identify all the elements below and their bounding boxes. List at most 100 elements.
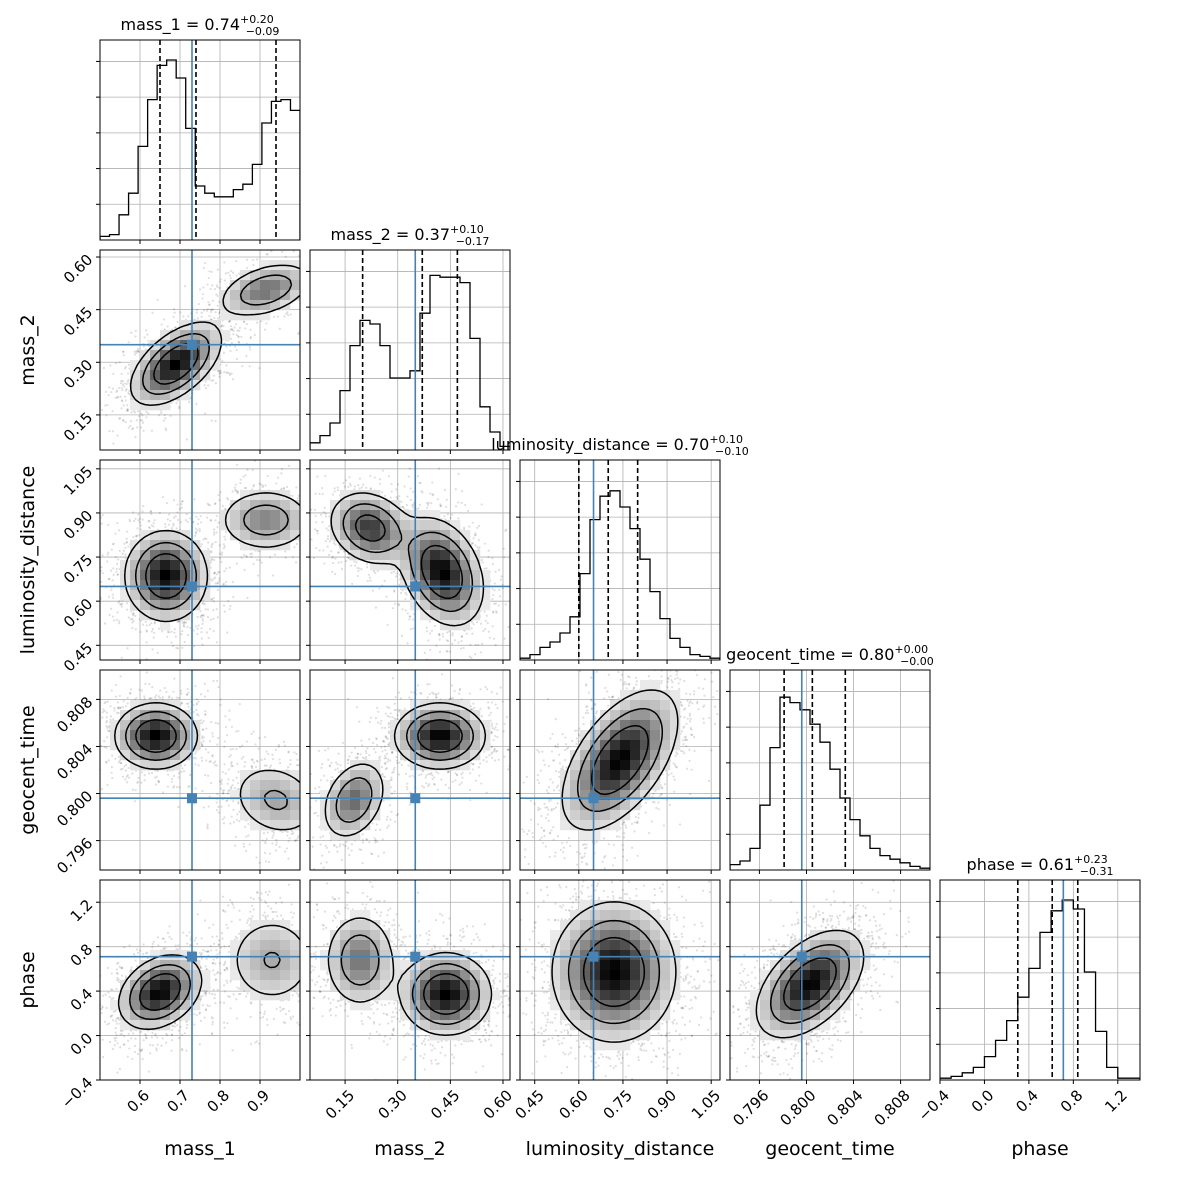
sample-point: [215, 284, 219, 287]
contour-level-1: [134, 504, 289, 611]
density-cell: [130, 380, 141, 391]
sample-point: [386, 623, 389, 626]
sample-point: [283, 486, 286, 490]
sample-point: [166, 635, 169, 638]
sample-point: [212, 374, 215, 377]
sample-point: [318, 240, 320, 242]
sample-point: [127, 372, 130, 375]
sample-point: [319, 266, 321, 268]
sample-point: [307, 284, 309, 286]
sample-point: [205, 309, 209, 312]
sample-point: [173, 516, 176, 519]
sample-point: [408, 618, 411, 621]
density-cell: [170, 540, 181, 551]
sample-point: [110, 391, 113, 394]
sample-point: [172, 522, 175, 525]
density-cell: [140, 590, 151, 601]
sample-point: [100, 408, 104, 412]
sample-point: [235, 260, 238, 263]
sample-point: [353, 560, 356, 563]
sample-point: [356, 574, 359, 578]
sample-point: [401, 608, 404, 611]
sample-point: [164, 525, 167, 529]
sample-point: [111, 615, 115, 618]
sample-point: [334, 557, 337, 560]
sample-point: [260, 561, 263, 564]
y-tick-label: 0.60: [60, 251, 96, 287]
sample-point: [365, 562, 368, 565]
sample-point: [170, 630, 173, 633]
sample-point: [409, 615, 412, 618]
y-axis-label-mass_2: mass_2: [17, 314, 39, 386]
sample-point: [284, 550, 287, 553]
sample-point: [216, 588, 220, 591]
density-cell: [180, 600, 191, 611]
sample-point: [485, 567, 488, 570]
sample-point: [145, 410, 148, 414]
sample-point: [207, 636, 210, 640]
sample-point: [348, 482, 352, 485]
sample-point: [451, 634, 454, 637]
sample-point: [211, 579, 214, 582]
sample-point: [217, 493, 220, 496]
sample-point: [491, 557, 494, 560]
sample-point: [176, 621, 179, 624]
sample-point: [347, 304, 349, 306]
sample-point: [298, 243, 300, 245]
sample-point: [312, 524, 314, 526]
sample-point: [316, 510, 318, 512]
sample-point: [163, 523, 167, 526]
sample-point: [237, 340, 240, 344]
sample-point: [122, 549, 125, 552]
sample-point: [116, 521, 119, 525]
sample-point: [116, 573, 119, 577]
sample-point: [132, 536, 135, 539]
sample-point: [358, 567, 361, 570]
sample-point: [202, 538, 205, 541]
sample-point: [111, 579, 114, 582]
sample-point: [93, 554, 95, 556]
sample-point: [236, 492, 239, 495]
sample-point: [313, 508, 316, 511]
sample-point: [303, 292, 305, 294]
sample-point: [231, 271, 235, 274]
sample-point: [471, 632, 474, 635]
sample-point: [135, 351, 138, 355]
sample-point: [261, 484, 265, 487]
sample-point: [93, 541, 95, 543]
sample-point: [362, 483, 365, 486]
sample-point: [395, 496, 398, 499]
sample-point: [249, 328, 252, 331]
sample-point: [328, 525, 331, 528]
sample-point: [310, 508, 313, 511]
density-cell: [260, 310, 271, 321]
sample-point: [117, 622, 121, 625]
sample-point: [345, 559, 348, 563]
sample-point: [108, 429, 111, 433]
sample-point: [145, 641, 148, 644]
sample-point: [248, 345, 251, 349]
sample-point: [194, 531, 198, 534]
sample-point: [176, 320, 179, 324]
sample-point: [306, 526, 308, 528]
sample-point: [404, 598, 407, 601]
sample-point: [151, 628, 154, 631]
sample-point: [216, 268, 219, 271]
sample-point: [216, 294, 219, 298]
sample-point: [303, 296, 305, 298]
sample-point: [213, 571, 217, 574]
sample-point: [148, 342, 151, 345]
sample-point: [202, 286, 205, 289]
sample-point: [227, 271, 230, 274]
sample-point: [251, 468, 254, 472]
sample-point: [275, 482, 278, 485]
density-cell: [220, 300, 231, 311]
sample-point: [153, 621, 157, 624]
sample-point: [223, 570, 226, 573]
sample-point: [205, 516, 209, 519]
density-cell: [290, 530, 300, 541]
sample-point: [499, 578, 503, 581]
sample-point: [446, 650, 449, 653]
sample-point: [121, 350, 125, 353]
sample-point: [166, 518, 169, 521]
